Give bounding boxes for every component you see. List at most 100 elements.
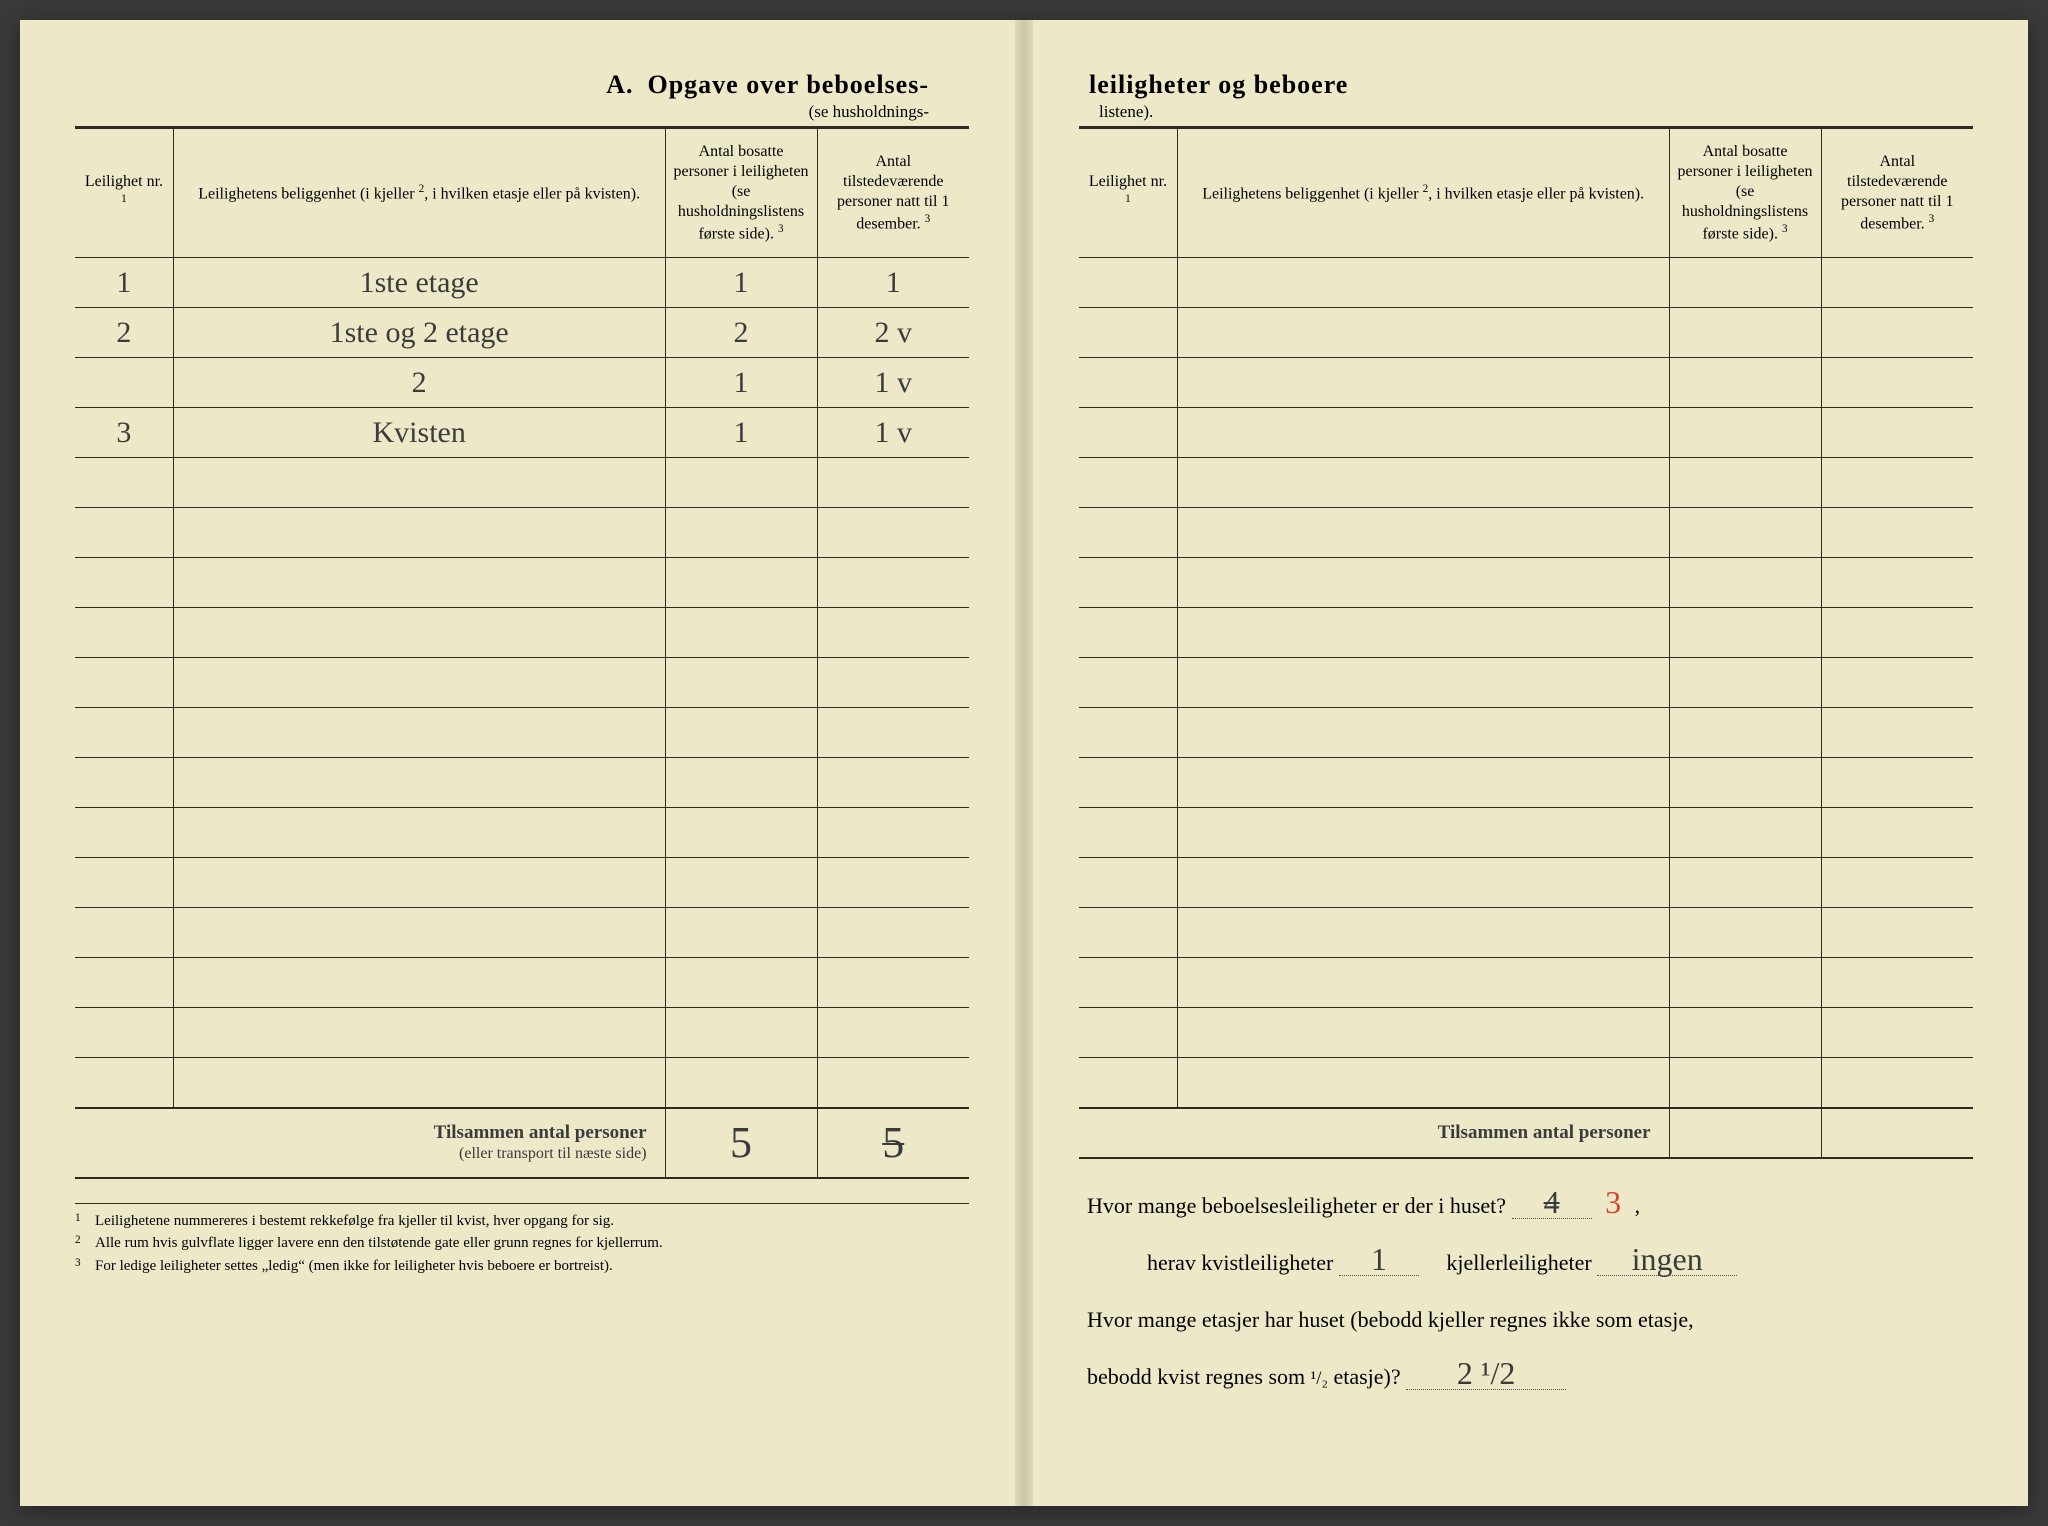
table-row (75, 808, 969, 858)
table-row (75, 508, 969, 558)
empty-cell (1079, 758, 1177, 808)
col-header-nr: Leilighet nr. 1 (1079, 128, 1177, 258)
cell-persons-resident (665, 708, 817, 758)
table-row (1079, 408, 1973, 458)
table-row (75, 958, 969, 1008)
empty-cell (1669, 808, 1821, 858)
cell-persons-resident (665, 1008, 817, 1058)
cell-persons-resident (665, 658, 817, 708)
table-row (1079, 958, 1973, 1008)
empty-cell (1177, 908, 1669, 958)
cell-persons-present (817, 808, 969, 858)
empty-cell (1821, 1008, 1973, 1058)
cell-location (173, 808, 665, 858)
cell-location: 2 (173, 358, 665, 408)
table-row (1079, 608, 1973, 658)
cell-persons-resident: 1 (665, 258, 817, 308)
empty-cell (1669, 958, 1821, 1008)
cell-location (173, 558, 665, 608)
cell-nr (75, 808, 173, 858)
cell-nr (75, 458, 173, 508)
table-row (1079, 1008, 1973, 1058)
table-row (1079, 508, 1973, 558)
empty-cell (1669, 1008, 1821, 1058)
cell-location (173, 658, 665, 708)
empty-cell (1177, 808, 1669, 858)
header-row: Leilighet nr. 1 Leilighetens beliggenhet… (75, 128, 969, 258)
empty-cell (1079, 658, 1177, 708)
cell-location (173, 458, 665, 508)
cell-persons-present (817, 1058, 969, 1108)
table-row (1079, 708, 1973, 758)
cell-location: 1ste og 2 etage (173, 308, 665, 358)
empty-cell (1669, 608, 1821, 658)
title-prefix: A. (606, 70, 633, 99)
empty-cell (1079, 858, 1177, 908)
cell-persons-resident (665, 1058, 817, 1108)
cell-persons-present: 2 v (817, 308, 969, 358)
empty-cell (1669, 858, 1821, 908)
empty-cell (1079, 808, 1177, 858)
empty-cell (1177, 308, 1669, 358)
cell-persons-resident: 1 (665, 408, 817, 458)
empty-cell (1079, 708, 1177, 758)
cell-nr: 2 (75, 308, 173, 358)
cell-persons-resident: 1 (665, 358, 817, 408)
cell-location (173, 608, 665, 658)
table-row (1079, 458, 1973, 508)
table-row: 211 v (75, 358, 969, 408)
totals-p1: 5 (665, 1108, 817, 1178)
question-1: Hvor mange beboelsesleiligheter er der i… (1087, 1177, 1965, 1234)
table-row: 3Kvisten11 v (75, 408, 969, 458)
answer-1-struck: 4 (1512, 1186, 1592, 1219)
cell-location: 1ste etage (173, 258, 665, 308)
cell-location (173, 858, 665, 908)
empty-cell (1821, 758, 1973, 808)
cell-persons-resident: 2 (665, 308, 817, 358)
cell-nr (75, 708, 173, 758)
empty-cell (1821, 958, 1973, 1008)
empty-cell (1821, 608, 1973, 658)
cell-location (173, 908, 665, 958)
col-header-persons-present: Antal tilstedeværende personer natt til … (817, 128, 969, 258)
table-row (75, 608, 969, 658)
empty-cell (1669, 508, 1821, 558)
col-header-location: Leilighetens beliggenhet (i kjeller 2, i… (173, 128, 665, 258)
empty-cell (1821, 508, 1973, 558)
header-row: Leilighet nr. 1 Leilighetens beliggenhet… (1079, 128, 1973, 258)
empty-cell (1079, 258, 1177, 308)
cell-location (173, 1008, 665, 1058)
right-page: leiligheter og beboere listene). Leiligh… (1024, 20, 2028, 1506)
answer-2b: ingen (1597, 1243, 1737, 1276)
cell-persons-present (817, 658, 969, 708)
cell-persons-present (817, 908, 969, 958)
cell-persons-resident (665, 808, 817, 858)
table-row (1079, 908, 1973, 958)
cell-nr (75, 608, 173, 658)
empty-cell (1669, 758, 1821, 808)
questions-block: Hvor mange beboelsesleiligheter er der i… (1079, 1177, 1973, 1406)
empty-cell (1177, 608, 1669, 658)
table-row (75, 558, 969, 608)
empty-cell (1079, 358, 1177, 408)
table-row: 11ste etage11 (75, 258, 969, 308)
footnote-1: 1Leilighetene nummereres i bestemt rekke… (75, 1210, 969, 1233)
empty-cell (1821, 908, 1973, 958)
cell-location (173, 758, 665, 808)
empty-cell (1669, 708, 1821, 758)
empty-cell (1821, 658, 1973, 708)
totals-label: Tilsammen antal personer (1079, 1108, 1669, 1158)
empty-cell (1177, 508, 1669, 558)
cell-location (173, 1058, 665, 1108)
page-fold (1015, 20, 1033, 1506)
cell-nr (75, 958, 173, 1008)
col-header-location: Leilighetens beliggenhet (i kjeller 2, i… (1177, 128, 1669, 258)
cell-persons-resident (665, 908, 817, 958)
cell-nr (75, 358, 173, 408)
empty-cell (1821, 308, 1973, 358)
table-row (1079, 1058, 1973, 1108)
table-row (1079, 658, 1973, 708)
empty-cell (1177, 658, 1669, 708)
table-row (1079, 258, 1973, 308)
empty-cell (1669, 358, 1821, 408)
